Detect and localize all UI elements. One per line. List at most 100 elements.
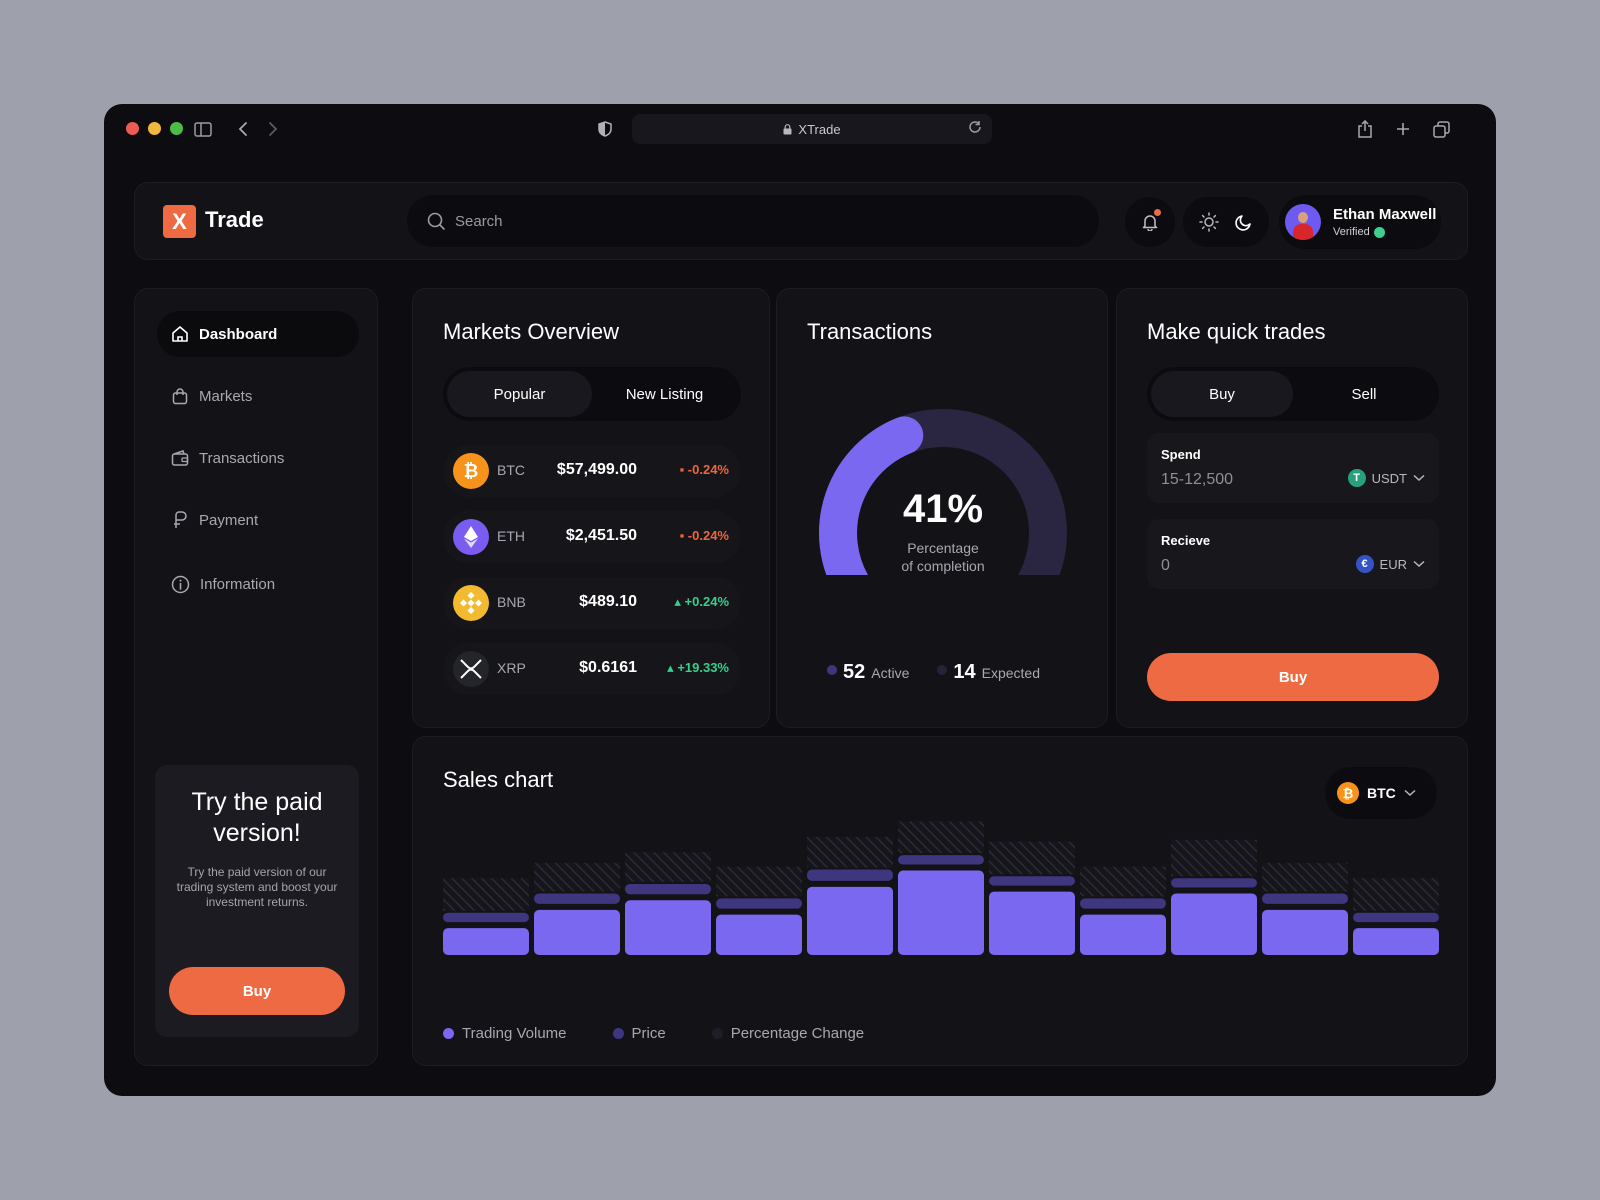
bar-price[interactable] — [1171, 878, 1257, 888]
bar-trading-volume[interactable] — [534, 909, 620, 955]
completion-label-line1: Percentage — [907, 540, 979, 556]
tabs-overview-icon[interactable] — [1430, 118, 1452, 140]
moon-icon[interactable] — [1235, 213, 1253, 231]
bar-price[interactable] — [716, 898, 802, 909]
btc-icon: ₿ — [1337, 782, 1359, 804]
bar-percentage-change[interactable] — [1353, 878, 1439, 911]
market-row-btc[interactable]: ₿ BTC $57,499.00 ▪ -0.24% — [443, 445, 741, 497]
bar-percentage-change[interactable] — [1171, 839, 1257, 877]
maximize-window-button[interactable] — [170, 122, 183, 135]
receive-field[interactable]: Recieve 0 € EUR — [1147, 519, 1439, 589]
bar-trading-volume[interactable] — [989, 891, 1075, 955]
expected-label: Expected — [981, 665, 1040, 681]
share-icon[interactable] — [1354, 118, 1376, 140]
bar-trading-volume[interactable] — [898, 870, 984, 955]
bar-price[interactable] — [534, 893, 620, 904]
bar-percentage-change[interactable] — [898, 821, 984, 854]
chart-coin-select[interactable]: ₿ BTC — [1325, 767, 1437, 819]
bar-percentage-change[interactable] — [534, 862, 620, 892]
bar-percentage-change[interactable] — [443, 878, 529, 911]
lock-icon — [783, 123, 792, 134]
notifications-button[interactable] — [1125, 197, 1175, 247]
bar-price[interactable] — [1262, 893, 1348, 904]
tab-sell[interactable]: Sell — [1351, 385, 1377, 403]
bar-percentage-change[interactable] — [625, 852, 711, 882]
bar-percentage-change[interactable] — [807, 836, 893, 868]
bar-trading-volume[interactable] — [625, 900, 711, 955]
sidebar-item-markets[interactable]: Markets — [157, 373, 359, 419]
sun-icon[interactable] — [1199, 212, 1219, 232]
legend-price[interactable]: Price — [612, 1025, 666, 1042]
market-row-eth[interactable]: ETH $2,451.50 ▪ -0.24% — [443, 511, 741, 563]
market-row-xrp[interactable]: XRP $0.6161 ▴ +19.33% — [443, 643, 741, 695]
receive-currency: EUR — [1379, 556, 1407, 572]
bar-trading-volume[interactable] — [716, 914, 802, 955]
back-arrow-icon[interactable] — [232, 118, 254, 140]
bar-trading-volume[interactable] — [807, 886, 893, 955]
shield-icon[interactable] — [594, 118, 616, 140]
sidebar: Dashboard Markets Transactions Payment I… — [134, 288, 378, 1066]
sidebar-item-payment[interactable]: Payment — [157, 497, 359, 543]
spend-input[interactable]: 15-12,500 — [1161, 471, 1234, 488]
sidebar-item-dashboard[interactable]: Dashboard — [157, 311, 359, 357]
bar-price[interactable] — [625, 883, 711, 895]
theme-toggle[interactable] — [1183, 197, 1269, 247]
quick-trades-title: Make quick trades — [1147, 319, 1326, 344]
bar-percentage-change[interactable] — [989, 841, 1075, 875]
bar-price[interactable] — [898, 855, 984, 865]
sales-bar-chart — [443, 821, 1439, 955]
coin-symbol: ETH — [497, 528, 525, 544]
spend-currency-select[interactable]: T USDT — [1347, 469, 1425, 487]
user-profile[interactable]: Ethan Maxwell Verified — [1279, 195, 1441, 249]
coin-symbol: XRP — [497, 660, 526, 676]
legend-percentage-change[interactable]: Percentage Change — [711, 1025, 864, 1042]
bar-trading-volume[interactable] — [1080, 914, 1166, 955]
forward-arrow-icon[interactable] — [262, 118, 284, 140]
receive-currency-select[interactable]: € EUR — [1355, 555, 1425, 573]
tab-buy[interactable]: Buy — [1151, 371, 1293, 417]
spend-field[interactable]: Spend 15-12,500 T USDT — [1147, 433, 1439, 503]
bar-price[interactable] — [807, 869, 893, 881]
new-tab-icon[interactable] — [1392, 118, 1414, 140]
promo-buy-button[interactable]: Buy — [169, 967, 345, 1015]
btc-icon: ₿ — [453, 453, 489, 489]
bar-percentage-change[interactable] — [1080, 866, 1166, 897]
sidebar-toggle-icon[interactable] — [192, 118, 214, 140]
close-window-button[interactable] — [126, 122, 139, 135]
svg-text:₿: ₿ — [464, 461, 479, 481]
trade-type-tabs: Buy Sell — [1147, 367, 1439, 421]
tab-new-listing[interactable]: New Listing — [625, 385, 704, 403]
search-bar[interactable] — [407, 195, 1099, 247]
legend-trading-volume[interactable]: Trading Volume — [443, 1025, 567, 1042]
reload-icon[interactable] — [968, 120, 982, 134]
coin-price: $489.10 — [579, 593, 637, 610]
bar-percentage-change[interactable] — [716, 866, 802, 897]
markets-title: Markets Overview — [443, 319, 620, 344]
tab-popular[interactable]: Popular — [447, 371, 592, 417]
receive-input[interactable]: 0 — [1161, 557, 1170, 574]
market-row-bnb[interactable]: BNB $489.10 ▴ +0.24% — [443, 577, 741, 629]
app-header: X Trade Ethan Maxwell Verified — [134, 182, 1468, 260]
bar-trading-volume[interactable] — [1171, 893, 1257, 955]
bar-price[interactable] — [1353, 912, 1439, 923]
bar-price[interactable] — [989, 876, 1075, 886]
address-bar[interactable]: XTrade — [632, 114, 992, 144]
quick-buy-button[interactable]: Buy — [1147, 653, 1439, 701]
bar-trading-volume[interactable] — [1262, 909, 1348, 955]
bar-trading-volume[interactable] — [1353, 928, 1439, 955]
sales-chart-title: Sales chart — [443, 767, 554, 792]
active-dot — [827, 665, 837, 675]
bar-percentage-change[interactable] — [1262, 862, 1348, 892]
logo-mark: X — [163, 205, 196, 238]
bar-price[interactable] — [1080, 898, 1166, 909]
notification-badge — [1154, 209, 1161, 216]
coin-price: $2,451.50 — [565, 527, 637, 544]
bar-trading-volume[interactable] — [443, 928, 529, 955]
bell-icon — [1142, 215, 1158, 231]
sidebar-item-transactions[interactable]: Transactions — [157, 435, 359, 481]
search-input[interactable] — [455, 212, 1055, 230]
minimize-window-button[interactable] — [148, 122, 161, 135]
promo-title: Try the paid version! — [191, 788, 323, 847]
sidebar-item-information[interactable]: Information — [157, 561, 359, 607]
bar-price[interactable] — [443, 912, 529, 923]
